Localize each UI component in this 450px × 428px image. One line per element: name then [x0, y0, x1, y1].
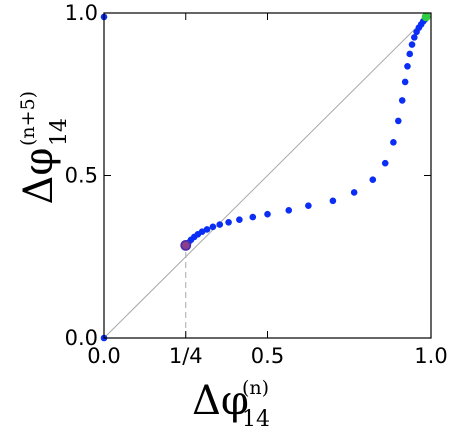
data-point [350, 189, 358, 196]
unstable-fixed-point [180, 239, 192, 251]
x-tick-label: 1.0 [414, 344, 447, 368]
data-point [390, 139, 397, 146]
x-axis-label: Δφ 14 (n) [192, 377, 270, 428]
data-point [216, 221, 224, 228]
y-tick-label: 1.0 [65, 1, 98, 25]
data-point [408, 41, 416, 48]
data-point [225, 219, 232, 226]
x-tick-label: 1/4 [169, 344, 203, 368]
data-point [401, 78, 409, 86]
data-point [203, 226, 211, 233]
data-point [249, 213, 257, 221]
x-axis-symbol: Δφ [192, 378, 249, 424]
ticks: 0.0 1/4 0.5 1.0 0.0 0.5 1.0 [65, 1, 448, 368]
data-point [236, 216, 243, 223]
data-point [406, 50, 414, 58]
data-point [198, 228, 206, 236]
diagonal-line [103, 12, 432, 339]
y-axis-symbol: Δφ [16, 148, 62, 205]
y-axis-subscript: 14 [47, 118, 72, 146]
data-point [329, 197, 337, 205]
x-tick-label: 0.5 [251, 344, 284, 368]
data-point [264, 210, 271, 218]
x-axis-superscript: (n) [242, 377, 269, 399]
x-tick-label: 0.0 [87, 344, 120, 368]
data-point [369, 176, 377, 184]
y-axis-label: Δφ 14 (n+5) [16, 91, 72, 205]
data-point [305, 202, 312, 210]
data-point [381, 159, 389, 167]
data-point [398, 97, 406, 104]
y-tick-label: 0.5 [65, 164, 98, 188]
data-point [285, 206, 293, 214]
data-point [395, 117, 402, 125]
data-point [209, 223, 217, 231]
plot-area [100, 12, 432, 342]
data-point [404, 63, 411, 70]
y-tick-label: 0.0 [65, 326, 98, 350]
stable-fixed-point [421, 12, 431, 22]
x-axis-subscript: 14 [242, 407, 270, 428]
svg-text:Δφ: Δφ [16, 148, 62, 205]
y-axis-superscript: (n+5) [17, 91, 39, 146]
data-point [411, 34, 418, 41]
